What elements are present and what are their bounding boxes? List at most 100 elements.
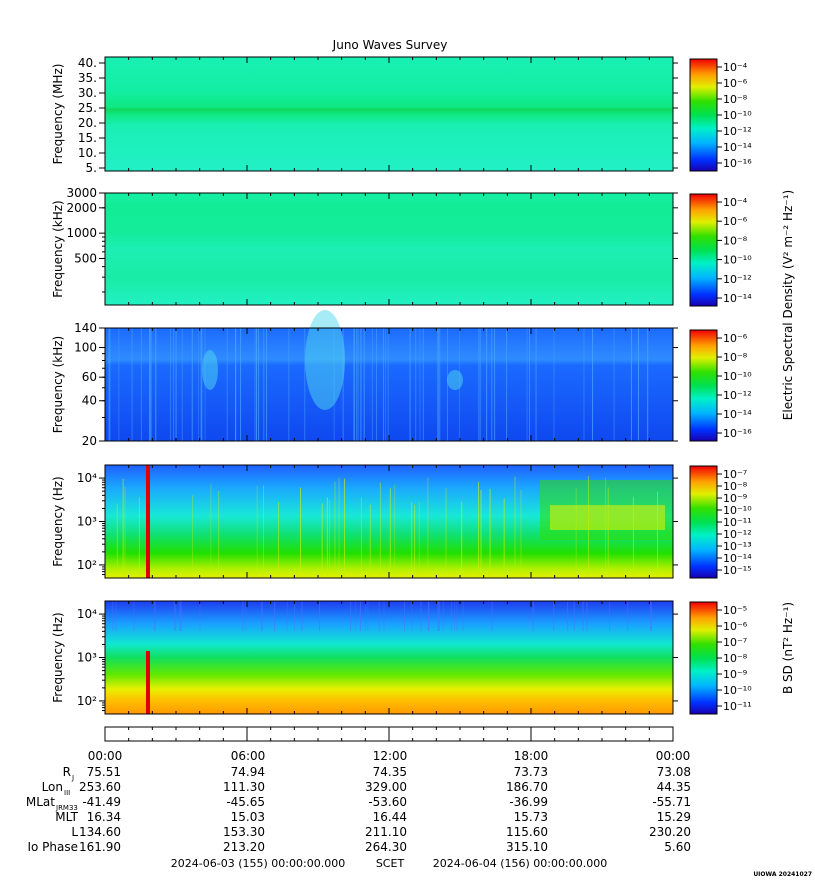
panel4-ylabel: Frequency (Hz) xyxy=(51,476,65,567)
y-tick-label: 100 xyxy=(74,341,97,355)
ephemeris-value: 15.03 xyxy=(231,810,265,824)
ephemeris-value: 315.10 xyxy=(506,840,548,854)
y-tick-label: 10³ xyxy=(77,515,97,529)
y-tick-label: 30. xyxy=(78,86,97,100)
colorbar-tick-label: 10⁻¹⁴ xyxy=(723,292,752,305)
panel5-panel: 10² 10³ 10⁴ Frequency (Hz) 10⁻⁵ 10⁻⁶ 10⁻⁷ 10⁻⁸ 1… xyxy=(51,600,752,715)
ephemeris-value: 75.51 xyxy=(87,765,121,779)
ephemeris-value: 73.08 xyxy=(657,765,691,779)
colorbar-tick-label: 10⁻¹² xyxy=(723,273,752,286)
time-tick-label: 12:00 xyxy=(373,749,408,763)
ephemeris-value: -45.65 xyxy=(226,795,265,809)
ephemeris-value: 44.35 xyxy=(657,780,691,794)
y-tick-label: 25. xyxy=(78,101,97,115)
ephemeris-value: 74.94 xyxy=(231,765,265,779)
y-tick-label: 140 xyxy=(74,321,97,335)
ephemeris-label-sub: J xyxy=(71,774,74,782)
ephemeris-value: -53.60 xyxy=(368,795,407,809)
panel4-colorbar xyxy=(689,465,718,579)
emission-patch xyxy=(305,310,345,410)
ephemeris-label: MLat xyxy=(26,795,55,809)
ephemeris-label: MLT xyxy=(55,810,78,824)
colorbar-tick-label: 10⁻⁵ xyxy=(723,604,747,617)
time-tick-label: 18:00 xyxy=(514,749,549,763)
scet-label: SCET xyxy=(376,857,405,870)
emission-patch xyxy=(202,350,218,390)
ephemeris-value: 213.20 xyxy=(223,840,265,854)
colorbar-tick-label: 10⁻⁶ xyxy=(723,215,748,228)
colorbar-tick-label: 10⁻⁸ xyxy=(723,93,748,106)
y-tick-label: 35. xyxy=(78,71,97,85)
y-tick-label: 20 xyxy=(82,434,97,448)
colorbar-tick-label: 10⁻¹⁰ xyxy=(723,254,752,267)
colorbar-tick-label: 10⁻¹⁴ xyxy=(723,552,752,565)
panel1-colorbar xyxy=(689,58,718,172)
colorbar-tick-label: 10⁻⁸ xyxy=(723,234,748,247)
colorbar-tick-label: 10⁻⁶ xyxy=(723,77,748,90)
y-tick-label: 1000 xyxy=(66,226,97,240)
colorbar-tick-label: 10⁻¹⁴ xyxy=(723,141,752,154)
colorbar-tick-label: 10⁻¹⁴ xyxy=(723,408,752,421)
colorbar-tick-label: 10⁻¹¹ xyxy=(723,516,752,529)
colorbar-tick-label: 10⁻⁹ xyxy=(723,492,747,505)
panel2-colorbar xyxy=(689,193,718,307)
scet-end: 2024-06-04 (156) 00:00:00.000 xyxy=(433,857,607,870)
colorbar-tick-label: 10⁻⁶ xyxy=(723,620,748,633)
ephemeris-value: -55.71 xyxy=(652,795,691,809)
panel3-panel: 20 40 60 100 140 Frequency (kHz) 10⁻⁶ 10⁻⁸ 10⁻¹⁰… xyxy=(51,310,752,448)
ephemeris-value: 134.60 xyxy=(79,825,121,839)
y-tick-label: 40. xyxy=(78,56,97,70)
ephemeris-label: Lon xyxy=(42,780,63,794)
colorbar-tick-label: 10⁻⁸ xyxy=(723,480,748,493)
ephemeris-value: 161.90 xyxy=(79,840,121,854)
credit-label: UIOWA 20241027 xyxy=(753,871,812,878)
panel4-panel: 10² 10³ 10⁴ Frequency (Hz) 10⁻⁷10⁻⁸10⁻⁹10⁻¹⁰… xyxy=(51,464,752,579)
colorbar-tick-label: 10⁻¹⁰ xyxy=(723,684,752,697)
time-tick-label: 06:00 xyxy=(231,749,266,763)
ephemeris-value: 16.34 xyxy=(87,810,121,824)
ephemeris-value: 153.30 xyxy=(223,825,265,839)
time-axis-ticks xyxy=(104,727,674,741)
panel3-colorbar xyxy=(689,329,718,442)
ephemeris-label: R xyxy=(63,765,71,779)
ephemeris-value: 74.35 xyxy=(373,765,407,779)
colorbar-tick-label: 10⁻⁴ xyxy=(723,61,748,74)
colorbar-tick-label: 10⁻¹⁶ xyxy=(723,157,752,170)
panel3-spectrogram xyxy=(105,328,673,441)
colorbar-tick-label: 10⁻⁸ xyxy=(723,652,748,665)
ephemeris-value: 329.00 xyxy=(365,780,407,794)
y-tick-label: 2000 xyxy=(66,201,97,215)
ephemeris-label-sub: III xyxy=(64,789,70,797)
ephemeris-value: 5.60 xyxy=(664,840,691,854)
panel3-ylabel: Frequency (kHz) xyxy=(51,336,65,433)
y-tick-label: 10³ xyxy=(77,651,97,665)
panel5-spectrogram xyxy=(105,601,673,714)
y-tick-label: 15. xyxy=(78,131,97,145)
colorbar-tick-label: 10⁻¹² xyxy=(723,528,752,541)
colorbar-tick-label: 10⁻¹⁰ xyxy=(723,109,752,122)
colorbar-tick-label: 10⁻⁶ xyxy=(723,332,748,345)
colorbar-tick-label: 10⁻¹⁶ xyxy=(723,427,752,440)
ephemeris-table: 00:00 06:00 12:00 18:00 00:00 R J 75.51 74.94 74.… xyxy=(26,749,691,854)
y-tick-label: 10² xyxy=(77,558,97,572)
ephemeris-label: Io Phase xyxy=(27,840,78,854)
colorbar-tick-label: 10⁻¹¹ xyxy=(723,700,752,713)
ephemeris-value: 230.20 xyxy=(649,825,691,839)
colorbar-tick-label: 10⁻¹² xyxy=(723,125,752,138)
colorbar-tick-label: 10⁻¹⁰ xyxy=(723,370,752,383)
y-tick-label: 5. xyxy=(86,161,97,175)
emission-patch xyxy=(447,370,463,390)
colorbar-tick-label: 10⁻⁷ xyxy=(723,636,747,649)
colorbar-tick-label: 10⁻⁴ xyxy=(723,196,748,209)
y-tick-label: 10⁴ xyxy=(77,471,97,485)
ephemeris-value: 115.60 xyxy=(506,825,548,839)
colorbar-tick-label: 10⁻¹³ xyxy=(723,540,752,553)
ephemeris-value: 111.30 xyxy=(223,780,265,794)
spectrogram-panels: 5.10.15.20.25.30.35.40. Frequency (MHz) 10… xyxy=(51,56,752,715)
colorbar-tick-label: 10⁻¹⁵ xyxy=(723,564,752,577)
ephemeris-value: 211.10 xyxy=(365,825,407,839)
ephemeris-value: 186.70 xyxy=(506,780,548,794)
colorbar-label-magnetic: B SD (nT² Hz⁻¹) xyxy=(781,602,795,694)
